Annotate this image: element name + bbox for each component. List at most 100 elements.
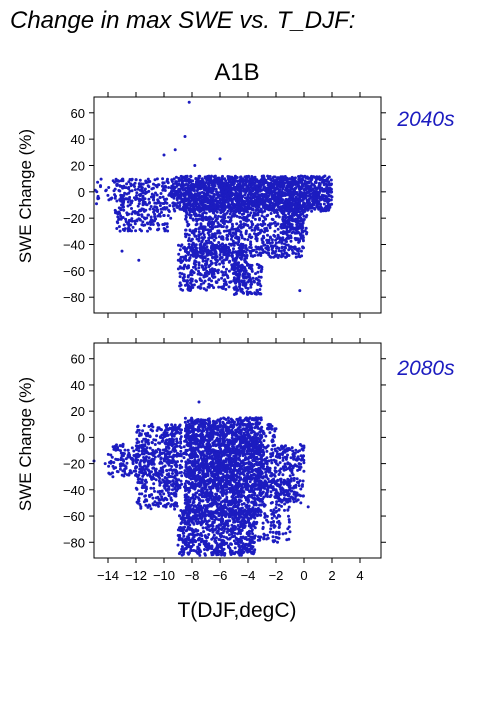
data-point [227,215,230,219]
data-point [242,276,246,280]
data-point [131,225,135,229]
data-point [237,240,241,244]
data-point [243,193,247,197]
data-point [194,255,198,259]
data-point [250,269,254,273]
data-point [210,279,213,283]
data-point [303,187,307,191]
data-point [280,252,284,256]
data-point [287,229,291,233]
data-point [173,189,177,193]
data-point [292,181,296,185]
data-point [217,278,221,282]
data-point [234,272,238,276]
data-point [220,190,224,193]
data-point [251,176,255,180]
data-point [228,207,232,211]
data-point [257,275,261,279]
data-point [290,191,294,195]
data-point [283,245,287,249]
data-point [121,179,125,183]
data-point [230,222,234,226]
data-point [152,210,156,214]
data-point [288,202,292,206]
data-point [133,222,137,226]
data-point [315,197,319,201]
data-point [234,185,238,189]
data-point [318,188,322,192]
data-point [273,234,277,238]
data-point [288,234,292,238]
data-point [199,282,203,286]
data-point [288,247,292,250]
data-point [257,279,261,283]
data-point [246,214,250,218]
data-point [246,287,250,290]
data-point [163,222,167,226]
data-point [144,208,148,212]
data-point [237,186,241,190]
data-point [261,248,265,252]
data-point [314,178,318,182]
data-point [116,221,120,225]
data-point [258,198,262,202]
data-point [179,195,183,199]
data-point [285,192,289,196]
data-point [128,189,132,193]
data-point [141,191,145,195]
data-point [234,228,238,232]
data-point [294,252,298,256]
data-point [324,178,328,182]
data-point [239,224,243,228]
data-point [201,199,205,203]
data-point [256,213,260,217]
data-point [254,205,258,209]
data-point [133,210,137,213]
data-point [224,418,228,421]
data-point [283,175,287,178]
data-point [230,177,233,181]
data-point [228,190,232,193]
data-point [218,231,222,235]
data-point [254,277,258,281]
data-point [276,227,280,231]
data-point [212,238,216,242]
data-point [171,182,175,186]
data-point [184,228,188,232]
data-point [292,218,296,222]
outlier-point [193,164,197,167]
data-point [166,180,170,184]
data-point [218,253,222,257]
data-point [176,258,180,262]
data-point [297,231,301,235]
data-point [95,202,98,206]
data-point [277,206,281,210]
data-point [226,182,229,186]
data-point [292,199,296,203]
data-point [197,174,201,178]
data-point [149,205,153,208]
data-point [306,208,310,212]
data-point [114,211,117,215]
data-point [243,218,247,222]
data-point [127,212,131,216]
data-point [261,234,265,238]
data-point [310,209,314,213]
data-point [295,237,299,241]
data-point [286,207,289,211]
data-point [241,264,244,268]
data-point [128,203,132,207]
data-point [146,213,150,217]
data-point [296,182,300,186]
data-point [197,182,201,186]
data-point [227,232,231,235]
data-point [197,227,201,231]
data-point [244,175,248,179]
data-point [307,206,311,210]
data-point [259,245,263,249]
data-point [161,177,165,181]
data-point [202,287,206,291]
data-point [214,244,218,248]
data-point [238,283,242,287]
data-point [245,186,249,189]
